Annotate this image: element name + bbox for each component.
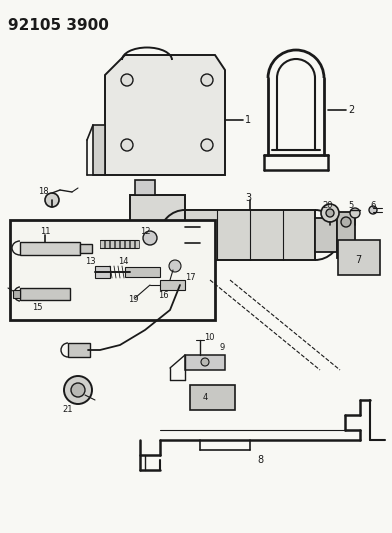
- Text: 11: 11: [40, 228, 51, 237]
- Polygon shape: [120, 240, 124, 248]
- Polygon shape: [20, 288, 70, 300]
- Polygon shape: [93, 125, 105, 175]
- Circle shape: [121, 139, 133, 151]
- Bar: [10, 220, 215, 320]
- Polygon shape: [105, 240, 109, 248]
- Polygon shape: [185, 210, 315, 260]
- Text: 5: 5: [348, 200, 353, 209]
- Polygon shape: [125, 267, 160, 277]
- Polygon shape: [135, 275, 155, 290]
- Circle shape: [151, 228, 165, 242]
- Polygon shape: [105, 55, 225, 175]
- Polygon shape: [135, 180, 155, 195]
- Text: 4: 4: [202, 393, 208, 402]
- Polygon shape: [95, 266, 110, 278]
- Text: 14: 14: [118, 257, 129, 266]
- Text: 92105 3900: 92105 3900: [8, 18, 109, 33]
- Polygon shape: [125, 240, 129, 248]
- Circle shape: [369, 206, 377, 214]
- Polygon shape: [20, 242, 80, 255]
- Circle shape: [201, 139, 213, 151]
- Polygon shape: [13, 290, 20, 298]
- Circle shape: [201, 358, 209, 366]
- Text: 15: 15: [32, 303, 42, 312]
- Polygon shape: [135, 240, 139, 248]
- Circle shape: [71, 383, 85, 397]
- Polygon shape: [190, 385, 235, 410]
- Text: 7: 7: [355, 255, 361, 265]
- Bar: [338, 240, 380, 275]
- Text: 3: 3: [245, 193, 251, 203]
- Text: 16: 16: [158, 290, 169, 300]
- Circle shape: [64, 376, 92, 404]
- Polygon shape: [110, 240, 114, 248]
- Circle shape: [341, 217, 351, 227]
- Polygon shape: [115, 240, 119, 248]
- Circle shape: [326, 209, 334, 217]
- Polygon shape: [337, 212, 355, 258]
- Polygon shape: [68, 343, 90, 357]
- Circle shape: [341, 243, 351, 253]
- Text: 13: 13: [85, 257, 96, 266]
- Text: 2: 2: [348, 105, 354, 115]
- Text: 17: 17: [185, 273, 196, 282]
- Polygon shape: [80, 244, 92, 253]
- Text: 8: 8: [257, 455, 263, 465]
- Circle shape: [45, 193, 59, 207]
- Circle shape: [144, 221, 172, 249]
- Circle shape: [169, 260, 181, 272]
- Text: 12: 12: [140, 228, 151, 237]
- Text: 20: 20: [322, 200, 332, 209]
- Polygon shape: [315, 218, 337, 252]
- Polygon shape: [160, 280, 185, 290]
- Circle shape: [350, 208, 360, 218]
- Text: 19: 19: [128, 295, 138, 304]
- Text: 9: 9: [220, 343, 225, 352]
- Text: 21: 21: [62, 406, 73, 415]
- Circle shape: [321, 204, 339, 222]
- Polygon shape: [130, 240, 134, 248]
- Circle shape: [201, 74, 213, 86]
- Polygon shape: [185, 355, 225, 370]
- Text: 1: 1: [245, 115, 251, 125]
- Text: 18: 18: [38, 188, 49, 197]
- Circle shape: [143, 231, 157, 245]
- Polygon shape: [130, 195, 185, 275]
- Polygon shape: [100, 240, 104, 248]
- Text: 10: 10: [204, 334, 214, 343]
- Text: 6: 6: [370, 200, 376, 209]
- Circle shape: [121, 74, 133, 86]
